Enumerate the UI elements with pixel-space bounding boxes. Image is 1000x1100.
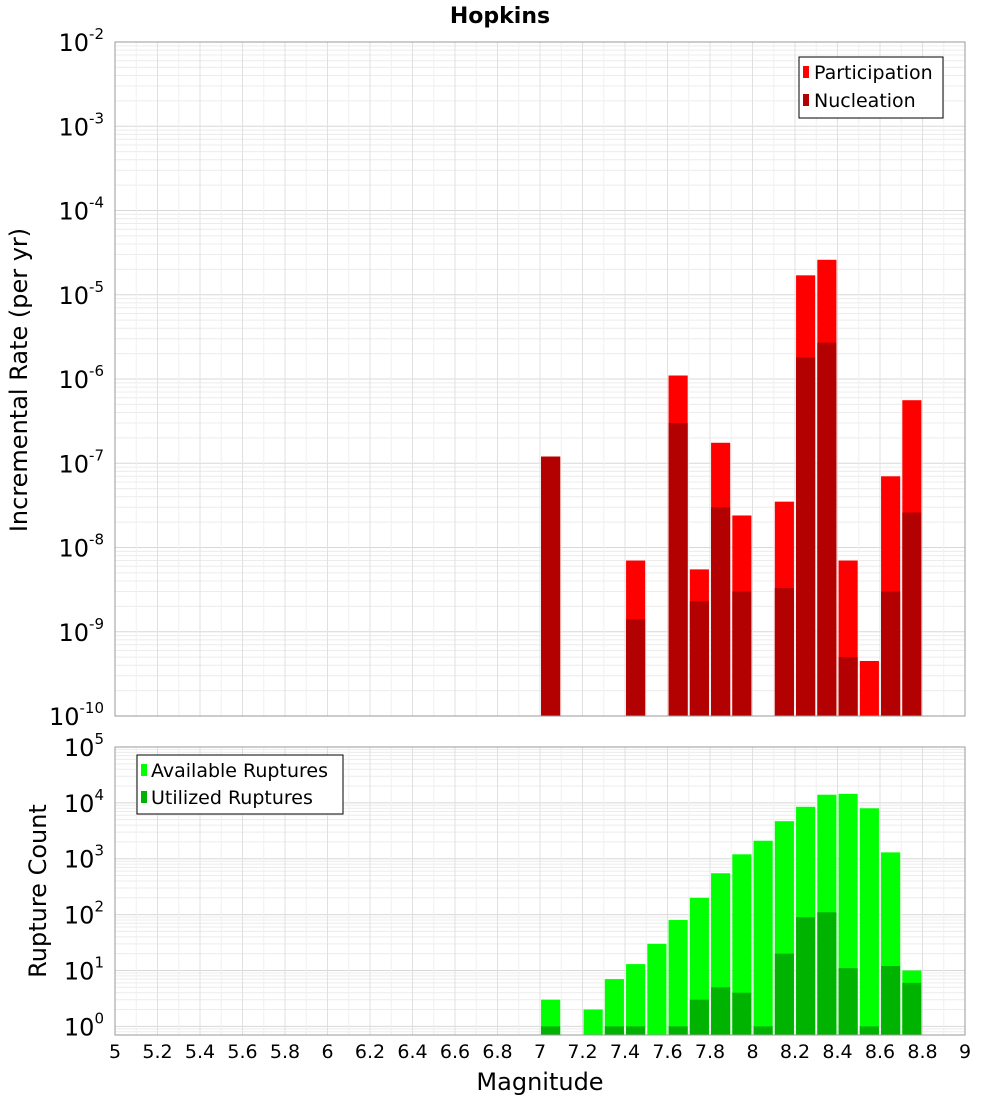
rate-bar-nucleation — [774, 588, 794, 716]
x-tick-label: 7.6 — [652, 1041, 682, 1063]
count-bar-available-ruptures — [583, 1009, 603, 1035]
count-bar-utilized-ruptures — [732, 992, 752, 1035]
count-bar-available-ruptures — [732, 854, 752, 1035]
x-tick-label: 8.2 — [780, 1041, 810, 1063]
x-tick-label: 5.4 — [185, 1041, 215, 1063]
x-tick-label: 6.4 — [397, 1041, 427, 1063]
rate-bar-nucleation — [541, 456, 561, 716]
rate-bar-nucleation — [626, 619, 646, 716]
rate-y-tick-label: 10-7 — [58, 446, 104, 478]
count-bar-utilized-ruptures — [774, 953, 794, 1035]
count-bar-utilized-ruptures — [881, 966, 901, 1035]
legend-swatch-nucleation — [803, 94, 809, 106]
count-panel: 100 101 102 103 104 105 Rupture Count Availab… — [24, 730, 966, 1041]
count-bar-available-ruptures — [541, 999, 561, 1035]
rate-y-tick-label: 10-5 — [58, 278, 104, 310]
count-y-ticks: 100 101 102 103 104 105 — [64, 730, 104, 1041]
count-y-tick-label: 105 — [64, 730, 104, 762]
rate-y-tick-label: 10-8 — [58, 531, 104, 563]
rate-y-ticks: 10-10 10-9 10-8 10-7 10-6 10-5 10-4 10-3 10-2 — [49, 25, 104, 731]
x-tick-label: 5.2 — [142, 1041, 172, 1063]
x-axis-label: Magnitude — [476, 1068, 603, 1096]
x-tick-label: 5 — [109, 1041, 121, 1063]
rate-y-tick-label: 10-2 — [58, 25, 104, 57]
rate-bar-nucleation — [902, 512, 922, 716]
count-bar-utilized-ruptures — [541, 1026, 561, 1035]
rate-bar-nucleation — [881, 591, 901, 716]
legend-swatch-participation — [803, 66, 809, 78]
rate-y-tick-label: 10-9 — [58, 615, 104, 647]
count-bar-utilized-ruptures — [604, 1026, 624, 1035]
x-tick-label: 6 — [321, 1041, 333, 1063]
rate-y-tick-label: 10-10 — [49, 699, 104, 731]
rate-bar-nucleation — [838, 657, 858, 716]
x-tick-label: 5.8 — [270, 1041, 300, 1063]
count-bar-utilized-ruptures — [626, 1026, 646, 1035]
legend-label-available: Available Ruptures — [151, 760, 328, 782]
x-tick-label: 8 — [746, 1041, 758, 1063]
legend-swatch-available — [141, 764, 147, 776]
x-tick-label: 8.6 — [865, 1041, 895, 1063]
x-tick-label: 8.8 — [907, 1041, 937, 1063]
legend-label-utilized: Utilized Ruptures — [151, 787, 313, 809]
x-tick-label: 7.2 — [567, 1041, 597, 1063]
count-bars — [541, 793, 922, 1035]
count-y-tick-label: 103 — [64, 842, 104, 874]
rate-legend: Participation Nucleation — [798, 56, 944, 119]
count-legend: Available Ruptures Utilized Ruptures — [136, 754, 344, 815]
count-bar-utilized-ruptures — [689, 999, 709, 1035]
legend-swatch-utilized — [141, 791, 147, 803]
rate-bar-nucleation — [711, 507, 731, 716]
rate-bar-nucleation — [817, 342, 837, 716]
count-bar-utilized-ruptures — [796, 917, 816, 1035]
rate-y-tick-label: 10-6 — [58, 362, 104, 394]
rate-bar-nucleation — [668, 423, 688, 716]
rate-legend-box — [798, 56, 944, 119]
count-bar-utilized-ruptures — [859, 1026, 879, 1035]
x-tick-label: 7.4 — [610, 1041, 640, 1063]
x-tick-label: 7 — [534, 1041, 546, 1063]
count-bar-utilized-ruptures — [817, 912, 837, 1035]
rate-plot-frame — [114, 41, 966, 717]
x-tick-labels: 5 5.2 5.4 5.6 5.8 6 6.2 6.4 6.6 6.8 7 7.2 7.4 7.6 7.8 8… — [109, 1041, 971, 1063]
x-tick-label: 6.6 — [440, 1041, 470, 1063]
count-bar-available-ruptures — [647, 943, 667, 1035]
legend-label-participation: Participation — [814, 62, 933, 84]
count-bar-utilized-ruptures — [711, 987, 731, 1035]
rate-y-tick-label: 10-3 — [58, 109, 104, 141]
x-tick-label: 7.8 — [695, 1041, 725, 1063]
rate-bars — [541, 259, 922, 716]
x-tick-label: 9 — [959, 1041, 971, 1063]
count-bar-available-ruptures — [859, 808, 879, 1035]
x-tick-label: 6.8 — [482, 1041, 512, 1063]
count-bar-available-ruptures — [626, 964, 646, 1035]
count-bar-utilized-ruptures — [838, 968, 858, 1035]
count-bar-available-ruptures — [753, 840, 773, 1035]
rate-bar-nucleation — [796, 357, 816, 716]
rate-panel: 10-10 10-9 10-8 10-7 10-6 10-5 10-4 10-3 10-2 In… — [5, 25, 966, 731]
count-plot-frame — [114, 746, 966, 1036]
count-bar-available-ruptures — [604, 979, 624, 1035]
x-tick-label: 5.6 — [227, 1041, 257, 1063]
count-y-tick-label: 102 — [64, 898, 104, 930]
count-bar-utilized-ruptures — [753, 1026, 773, 1035]
rate-y-axis-label: Incremental Rate (per yr) — [5, 228, 33, 532]
legend-label-nucleation: Nucleation — [814, 90, 916, 112]
count-y-tick-label: 100 — [64, 1009, 104, 1041]
x-tick-label: 8.4 — [822, 1041, 852, 1063]
x-tick-label: 6.2 — [355, 1041, 385, 1063]
count-bar-available-ruptures — [668, 920, 688, 1035]
count-y-tick-label: 101 — [64, 953, 104, 985]
rate-bar-nucleation — [732, 591, 752, 716]
chart-title: Hopkins — [450, 4, 550, 29]
count-bar-utilized-ruptures — [668, 1026, 688, 1035]
rate-bar-nucleation — [689, 601, 709, 716]
count-bar-utilized-ruptures — [902, 982, 922, 1035]
rate-bar-participation — [859, 660, 879, 716]
count-y-tick-label: 104 — [64, 786, 104, 818]
rate-y-tick-label: 10-4 — [58, 194, 104, 226]
count-legend-box — [136, 754, 344, 815]
count-y-axis-label: Rupture Count — [24, 804, 52, 978]
